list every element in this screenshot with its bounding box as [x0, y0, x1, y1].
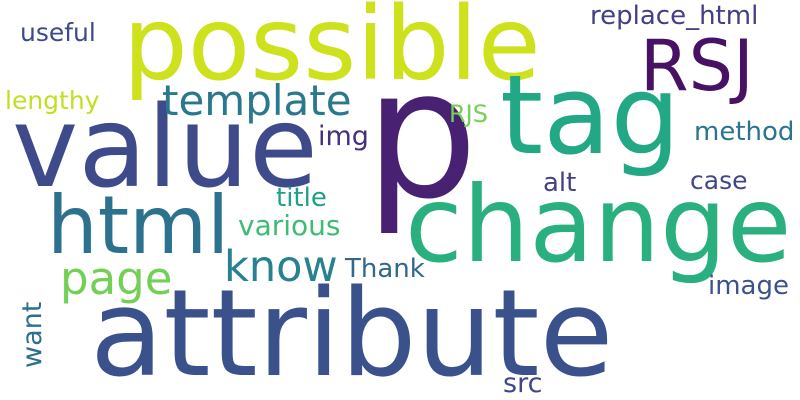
word-thank: Thank: [345, 254, 425, 284]
word-useful: useful: [20, 18, 96, 47]
word-attribute: attribute: [90, 265, 614, 400]
word-method: method: [694, 117, 795, 147]
word-replace-html: replace_html: [590, 1, 759, 31]
word-lengthy: lengthy: [5, 86, 100, 115]
word-rjs: RJS: [449, 100, 488, 128]
word-change: change: [405, 164, 792, 286]
word-template: template: [162, 76, 352, 125]
word-case: case: [690, 166, 748, 195]
word-possible: possible: [123, 0, 541, 104]
word-rsj: RSJ: [640, 25, 754, 107]
word-img: img: [318, 121, 369, 152]
word-html: html: [47, 179, 230, 272]
word-tag: tag: [500, 51, 681, 179]
word-various: various: [238, 209, 341, 242]
word-know: know: [224, 242, 338, 292]
word-src: src: [503, 368, 543, 399]
word-page: page: [60, 252, 173, 305]
word-want: want: [17, 301, 48, 368]
word-alt: alt: [543, 168, 577, 198]
word-value: value: [12, 83, 318, 213]
word-image: image: [708, 271, 789, 301]
word-p: p: [365, 31, 478, 238]
word-title: title: [276, 183, 327, 213]
